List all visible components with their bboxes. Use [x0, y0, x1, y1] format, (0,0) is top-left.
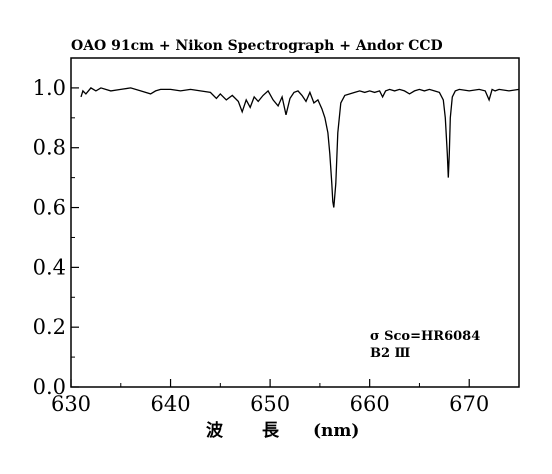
y-tick-label: 0.0 [33, 375, 66, 399]
chart-title: OAO 91cm + Nikon Spectrograph + Andor CC… [71, 38, 443, 54]
x-axis: 630 640 650 660 670 [51, 379, 489, 416]
annotation-star-name: σ Sco=HR6084 [370, 329, 480, 344]
y-tick-label: 0.6 [33, 196, 66, 220]
x-tick-label: 640 [151, 392, 191, 416]
x-tick-label: 660 [350, 392, 390, 416]
annotation-spectral-type: B2 Ⅲ [370, 346, 411, 361]
x-axis-label-part-3: (nm) [313, 421, 359, 441]
y-axis: 0.0 0.2 0.4 0.6 0.8 1.0 [33, 57, 79, 399]
x-axis-label-part-1: 波 [206, 420, 224, 441]
x-tick-label: 650 [250, 392, 290, 416]
x-tick-label: 670 [449, 392, 489, 416]
y-tick-label: 1.0 [33, 76, 66, 100]
y-tick-label: 0.2 [33, 315, 66, 339]
plot-frame [70, 57, 520, 388]
x-axis-label-part-2: 長 [262, 421, 280, 441]
y-tick-label: 0.4 [33, 255, 66, 279]
x-tick-label: 630 [51, 392, 91, 416]
y-tick-label: 0.8 [33, 136, 66, 160]
spectrum-line [80, 87, 520, 208]
